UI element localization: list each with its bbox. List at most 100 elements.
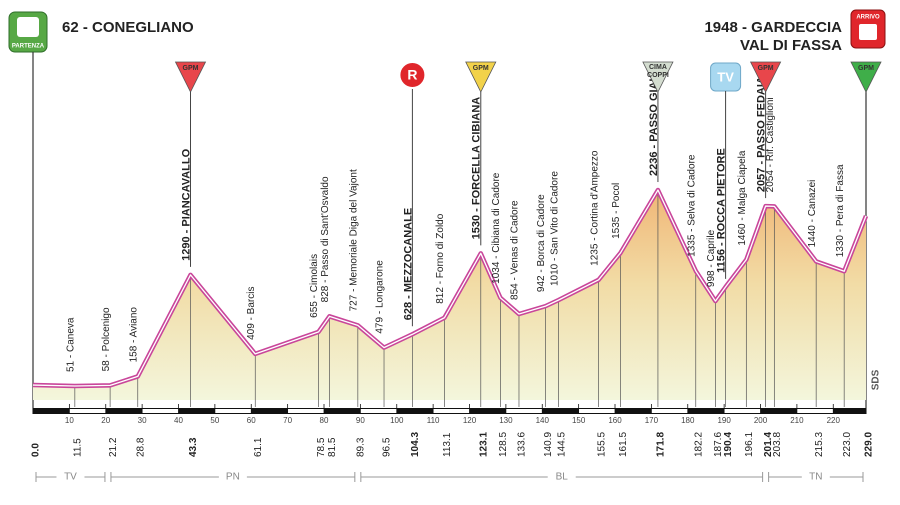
x-tick-label: 120 (463, 416, 477, 425)
waypoint-label: 1235 - Cortina d'Ampezzo (589, 150, 600, 266)
waypoint-label: 1535 - Pocol (611, 183, 622, 239)
waypoint-label: 942 - Borca di Cadore (536, 194, 547, 292)
marker-label: GPM (473, 65, 489, 72)
marker-triangle (850, 61, 882, 93)
km-label: 78.5 (316, 437, 327, 457)
region-label: TN (809, 472, 822, 483)
x-tick-label: 160 (608, 416, 622, 425)
x-tick-label: 100 (390, 416, 404, 425)
waypoint-label: 2054 - Rif. Castiglioni (765, 97, 776, 192)
waypoint-label: 2236 - PASSO GIAU (648, 73, 660, 176)
km-label: 133.6 (517, 432, 528, 457)
km-strip-gap (360, 409, 397, 413)
waypoint-label: 1530 - FORCELLA CIBIANA (471, 97, 483, 240)
start-label: 62 - CONEGLIANO (62, 19, 194, 36)
x-tick-label: 60 (247, 416, 256, 425)
marker-label: R (407, 67, 417, 83)
km-label: 61.1 (253, 437, 264, 457)
km-label: 182.2 (693, 432, 704, 457)
km-label: 43.3 (188, 437, 199, 457)
x-tick-label: 180 (681, 416, 695, 425)
km-label: 113.1 (442, 432, 453, 457)
marker: GPM (850, 61, 882, 93)
waypoint-label: 2057 - PASSO FEDAIA (756, 76, 768, 192)
waypoint-label: 1010 - San Vito di Cadore (549, 171, 560, 286)
waypoint-label: 628 - MEZZOCANALE (402, 208, 414, 320)
marker-triangle (174, 61, 207, 93)
km-label: 215.3 (814, 432, 825, 457)
x-tick-label: 190 (717, 416, 731, 425)
km-strip-gap (578, 409, 616, 413)
km-label: 196.1 (744, 432, 755, 457)
km-label: 171.8 (656, 432, 667, 457)
waypoint-label: 1335 - Selva di Cadore (686, 154, 697, 257)
marker: GPM (465, 61, 497, 246)
finish-icon-text: ARRIVO (856, 15, 880, 21)
marker: R (398, 61, 427, 327)
marker-label: GPM (183, 65, 199, 72)
marker-triangle (642, 61, 674, 93)
km-label: 140.9 (543, 432, 554, 457)
x-tick-label: 80 (320, 416, 329, 425)
km-strip-gap (214, 409, 252, 413)
region-label: BL (556, 472, 569, 483)
region-label-bg (547, 471, 576, 483)
waypoint-label: 51 - Caneva (65, 317, 76, 372)
region-label-bg (56, 471, 85, 483)
km-strip-gap (505, 409, 543, 413)
km-label: 89.3 (355, 437, 366, 457)
x-tick-label: 70 (283, 416, 292, 425)
waypoint-label: 1156 - ROCCA PIETORE (715, 148, 727, 273)
km-label: 11.5 (72, 438, 83, 457)
km-label: 187.6 (713, 432, 724, 457)
start-icon: PARTENZA (8, 11, 48, 53)
start-icon-text: PARTENZA (12, 44, 45, 50)
marker-label: GPM (858, 65, 874, 72)
waypoint-label: 828 - Passo di Sant'Osvaldo (320, 176, 331, 302)
km-strip-gap (724, 409, 761, 413)
waypoint-label: 409 - Barcis (246, 287, 257, 340)
marker-label: COPPI (647, 72, 669, 79)
waypoint-label: 812 - Forno di Zoldo (435, 213, 446, 303)
region-label-bg (218, 471, 247, 483)
x-tick-label: 20 (101, 416, 110, 425)
waypoint-label: 1460 - Malga Ciapela (737, 150, 748, 245)
x-tick-label: 110 (427, 416, 440, 425)
waypoint-label: 727 - Memoriale Diga del Vajont (348, 169, 359, 311)
waypoint-label: 158 - Aviano (128, 307, 139, 363)
km-strip-gap (433, 409, 470, 413)
finish-label: 1948 - GARDECCIA (704, 19, 842, 36)
waypoint-label: 655 - Cimolais (309, 254, 320, 318)
km-label: 128.5 (498, 432, 509, 457)
finish-icon-flag (859, 24, 877, 40)
x-tick-label: 220 (827, 416, 841, 425)
marker: GPM (174, 61, 207, 267)
region-label-bg (801, 471, 830, 483)
km-label: 223.0 (842, 432, 853, 457)
finish-label: VAL DI FASSA (740, 37, 842, 54)
marker-triangle (465, 61, 497, 93)
marker-label: TV (717, 69, 734, 84)
x-tick-label: 50 (210, 416, 219, 425)
marker-circle (398, 61, 427, 89)
marker: TV (710, 62, 742, 279)
km-strip-gap (287, 409, 325, 413)
km-label: 123.1 (478, 432, 489, 457)
region-label: TV (64, 472, 77, 483)
profile-line-inner (32, 189, 867, 387)
km-label: 144.5 (556, 432, 567, 457)
km-label: 229.0 (864, 432, 875, 457)
km-strip-gap (69, 409, 106, 413)
marker-label: GPM (758, 65, 774, 72)
x-tick-label: 10 (65, 416, 74, 425)
x-tick-label: 40 (174, 416, 183, 425)
waypoint-label: 1034 - Cibiana di Cadore (491, 172, 502, 284)
finish-icon: ARRIVO (850, 9, 886, 49)
region-label: PN (226, 472, 240, 483)
km-label: 201.4 (763, 432, 774, 457)
km-label: 0.0 (31, 443, 42, 457)
km-label: 104.3 (410, 432, 421, 457)
waypoint-label: 479 - Longarone (375, 260, 386, 334)
